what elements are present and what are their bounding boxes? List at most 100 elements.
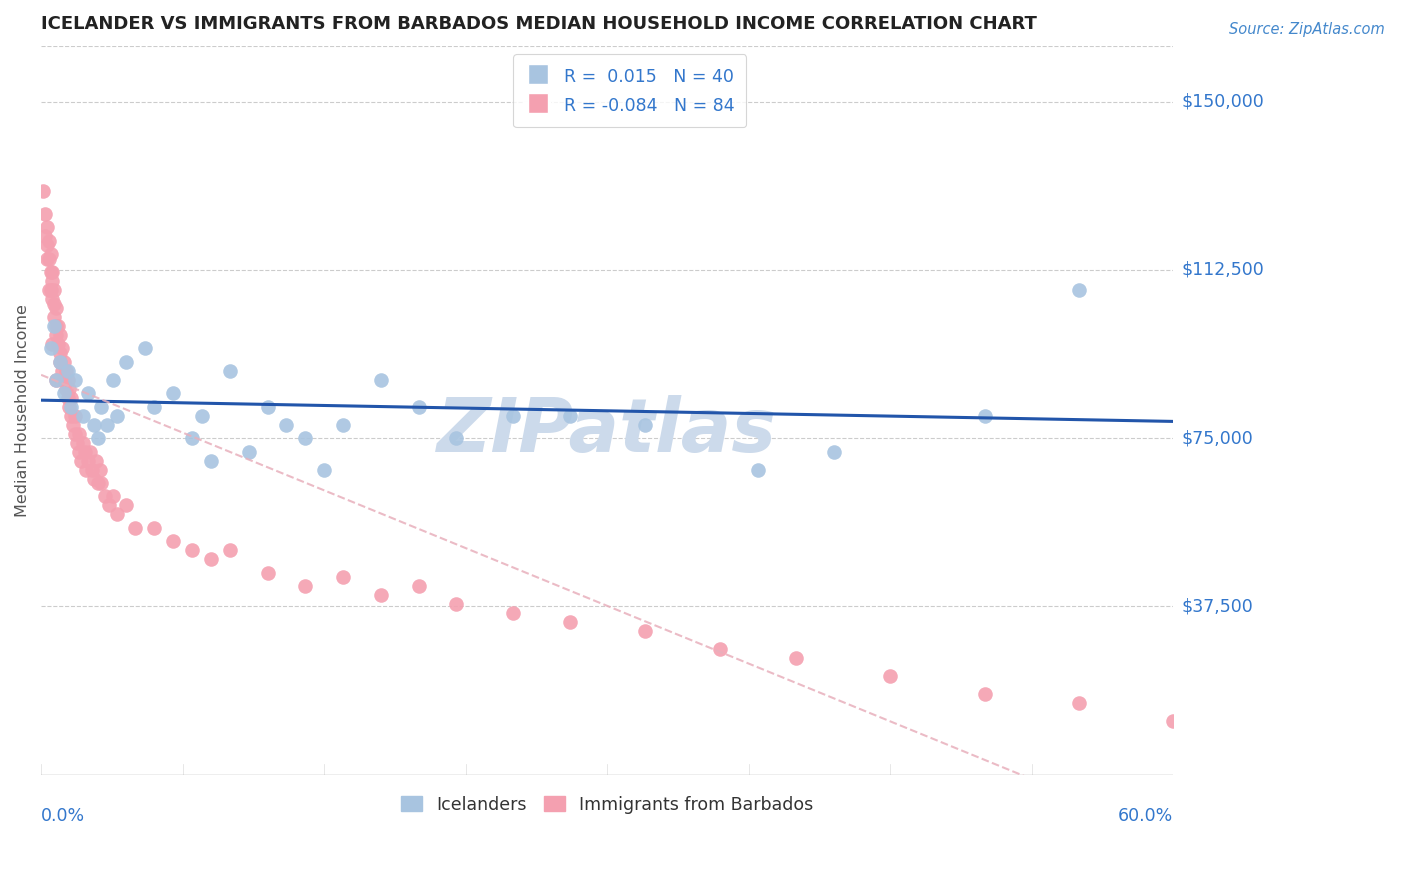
Point <box>83 417 105 432</box>
Point <box>98 499 121 513</box>
Point <box>1163 714 1185 728</box>
Point <box>51 364 73 378</box>
Point <box>105 508 128 522</box>
Point <box>785 651 807 665</box>
Point <box>973 409 995 423</box>
Point <box>332 417 354 432</box>
Point <box>502 606 524 620</box>
Point <box>32 185 55 199</box>
Point <box>45 301 67 315</box>
Text: 60.0%: 60.0% <box>1118 807 1174 825</box>
Point <box>45 373 67 387</box>
Y-axis label: Median Household Income: Median Household Income <box>15 303 30 516</box>
Point <box>314 462 336 476</box>
Point <box>39 342 62 356</box>
Point <box>41 292 63 306</box>
Text: 0.0%: 0.0% <box>41 807 86 825</box>
Point <box>84 453 107 467</box>
Point <box>45 373 67 387</box>
Point <box>45 328 67 343</box>
Point <box>62 417 84 432</box>
Point <box>276 417 298 432</box>
Point <box>44 310 66 324</box>
Point <box>115 355 138 369</box>
Point <box>634 624 657 638</box>
Point <box>370 588 392 602</box>
Point <box>55 364 77 378</box>
Point <box>35 252 58 266</box>
Point <box>1067 283 1090 297</box>
Point <box>56 373 79 387</box>
Point <box>77 453 100 467</box>
Text: $150,000: $150,000 <box>1181 93 1264 111</box>
Point <box>38 234 60 248</box>
Point <box>115 499 138 513</box>
Point <box>52 355 75 369</box>
Point <box>72 409 94 423</box>
Point <box>72 435 94 450</box>
Point <box>218 364 240 378</box>
Point <box>60 400 83 414</box>
Point <box>34 207 56 221</box>
Point <box>38 283 60 297</box>
Text: $37,500: $37,500 <box>1181 598 1254 615</box>
Point <box>80 462 103 476</box>
Point <box>67 426 90 441</box>
Point <box>63 373 86 387</box>
Point <box>446 597 468 611</box>
Text: ZIPatlas: ZIPatlas <box>437 395 778 468</box>
Point <box>162 534 184 549</box>
Point <box>39 247 62 261</box>
Point <box>181 431 204 445</box>
Point <box>162 386 184 401</box>
Point <box>69 453 91 467</box>
Point <box>44 296 66 310</box>
Text: Source: ZipAtlas.com: Source: ZipAtlas.com <box>1229 22 1385 37</box>
Point <box>49 328 72 343</box>
Point <box>56 364 79 378</box>
Point <box>39 265 62 279</box>
Point <box>52 386 75 401</box>
Point <box>63 409 86 423</box>
Point <box>49 346 72 360</box>
Point <box>60 391 83 405</box>
Point <box>79 444 101 458</box>
Point <box>41 337 63 351</box>
Point <box>370 373 392 387</box>
Point <box>709 642 731 657</box>
Point <box>83 471 105 485</box>
Point <box>49 355 72 369</box>
Point <box>90 400 112 414</box>
Point <box>38 252 60 266</box>
Point <box>60 409 83 423</box>
Point <box>39 283 62 297</box>
Point <box>41 265 63 279</box>
Point <box>332 570 354 584</box>
Point <box>45 318 67 333</box>
Point <box>502 409 524 423</box>
Point <box>973 687 995 701</box>
Point <box>52 373 75 387</box>
Point <box>101 373 124 387</box>
Point <box>75 462 97 476</box>
Point <box>879 669 901 683</box>
Point <box>35 238 58 252</box>
Point <box>143 400 166 414</box>
Point <box>200 552 222 566</box>
Text: ICELANDER VS IMMIGRANTS FROM BARBADOS MEDIAN HOUSEHOLD INCOME CORRELATION CHART: ICELANDER VS IMMIGRANTS FROM BARBADOS ME… <box>41 15 1038 33</box>
Point <box>90 475 112 490</box>
Legend: R =  0.015   N = 40, R = -0.084   N = 84: R = 0.015 N = 40, R = -0.084 N = 84 <box>513 54 747 128</box>
Point <box>94 490 117 504</box>
Point <box>446 431 468 445</box>
Point <box>63 426 86 441</box>
Point <box>190 409 212 423</box>
Point <box>87 431 110 445</box>
Point <box>46 337 69 351</box>
Point <box>747 462 769 476</box>
Point <box>256 566 278 580</box>
Point <box>294 579 316 593</box>
Point <box>41 274 63 288</box>
Point <box>823 444 845 458</box>
Point <box>58 382 80 396</box>
Point <box>294 431 316 445</box>
